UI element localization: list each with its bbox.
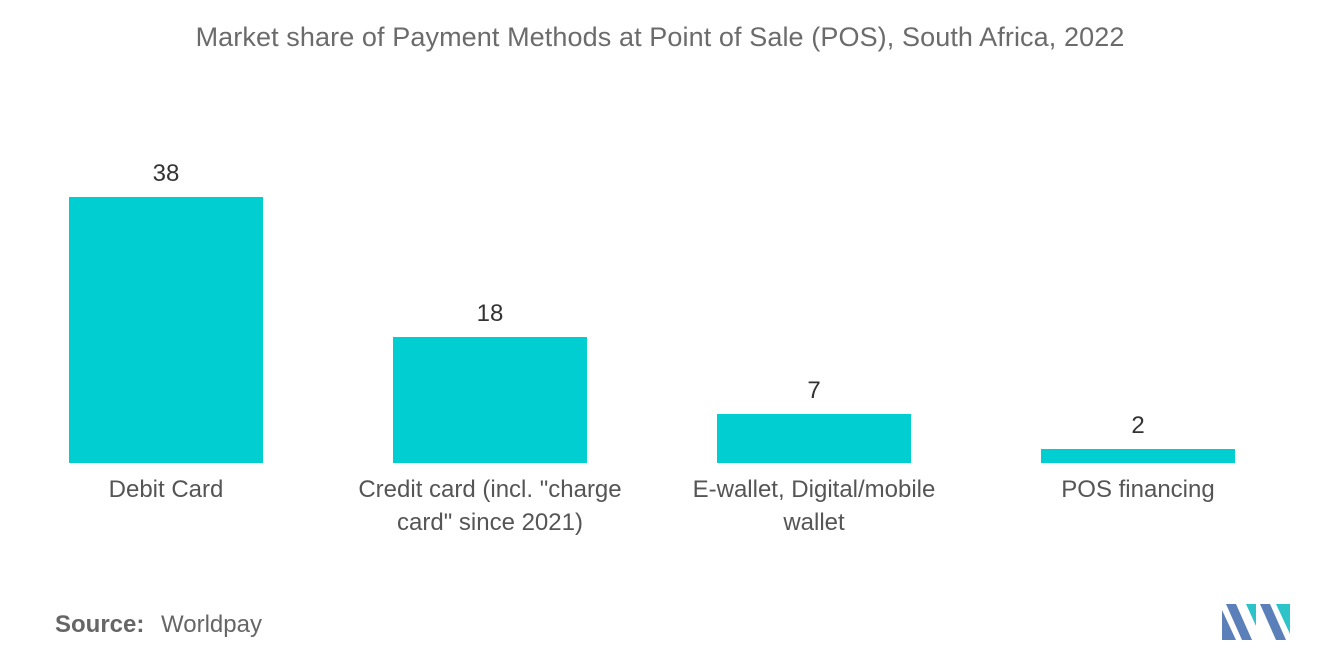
category-label-2: E-wallet, Digital/mobile wallet [692,476,936,536]
bar-value-label-0: 38 [153,160,180,187]
category-label-3: POS financing [1061,476,1215,503]
bar-0 [69,197,263,463]
bar-1 [393,337,587,463]
source-value: Worldpay [161,611,262,638]
bar-value-label-2: 7 [807,377,820,404]
bar-value-label-1: 18 [477,300,504,327]
bars-group [69,197,1235,463]
bar-2 [717,414,911,463]
bar-3 [1041,449,1235,463]
mordor-intelligence-logo-icon [1222,604,1290,640]
category-label-0: Debit Card [108,476,224,503]
bar-value-label-3: 2 [1131,412,1144,439]
category-label-1: Credit card (incl. "charge card" since 2… [358,476,622,536]
data-labels-group: 38 18 7 2 [153,160,1145,439]
source-label: Source: [55,611,145,638]
chart-title: Market share of Payment Methods at Point… [195,22,1125,52]
source-note: Source: Worldpay [55,611,262,639]
